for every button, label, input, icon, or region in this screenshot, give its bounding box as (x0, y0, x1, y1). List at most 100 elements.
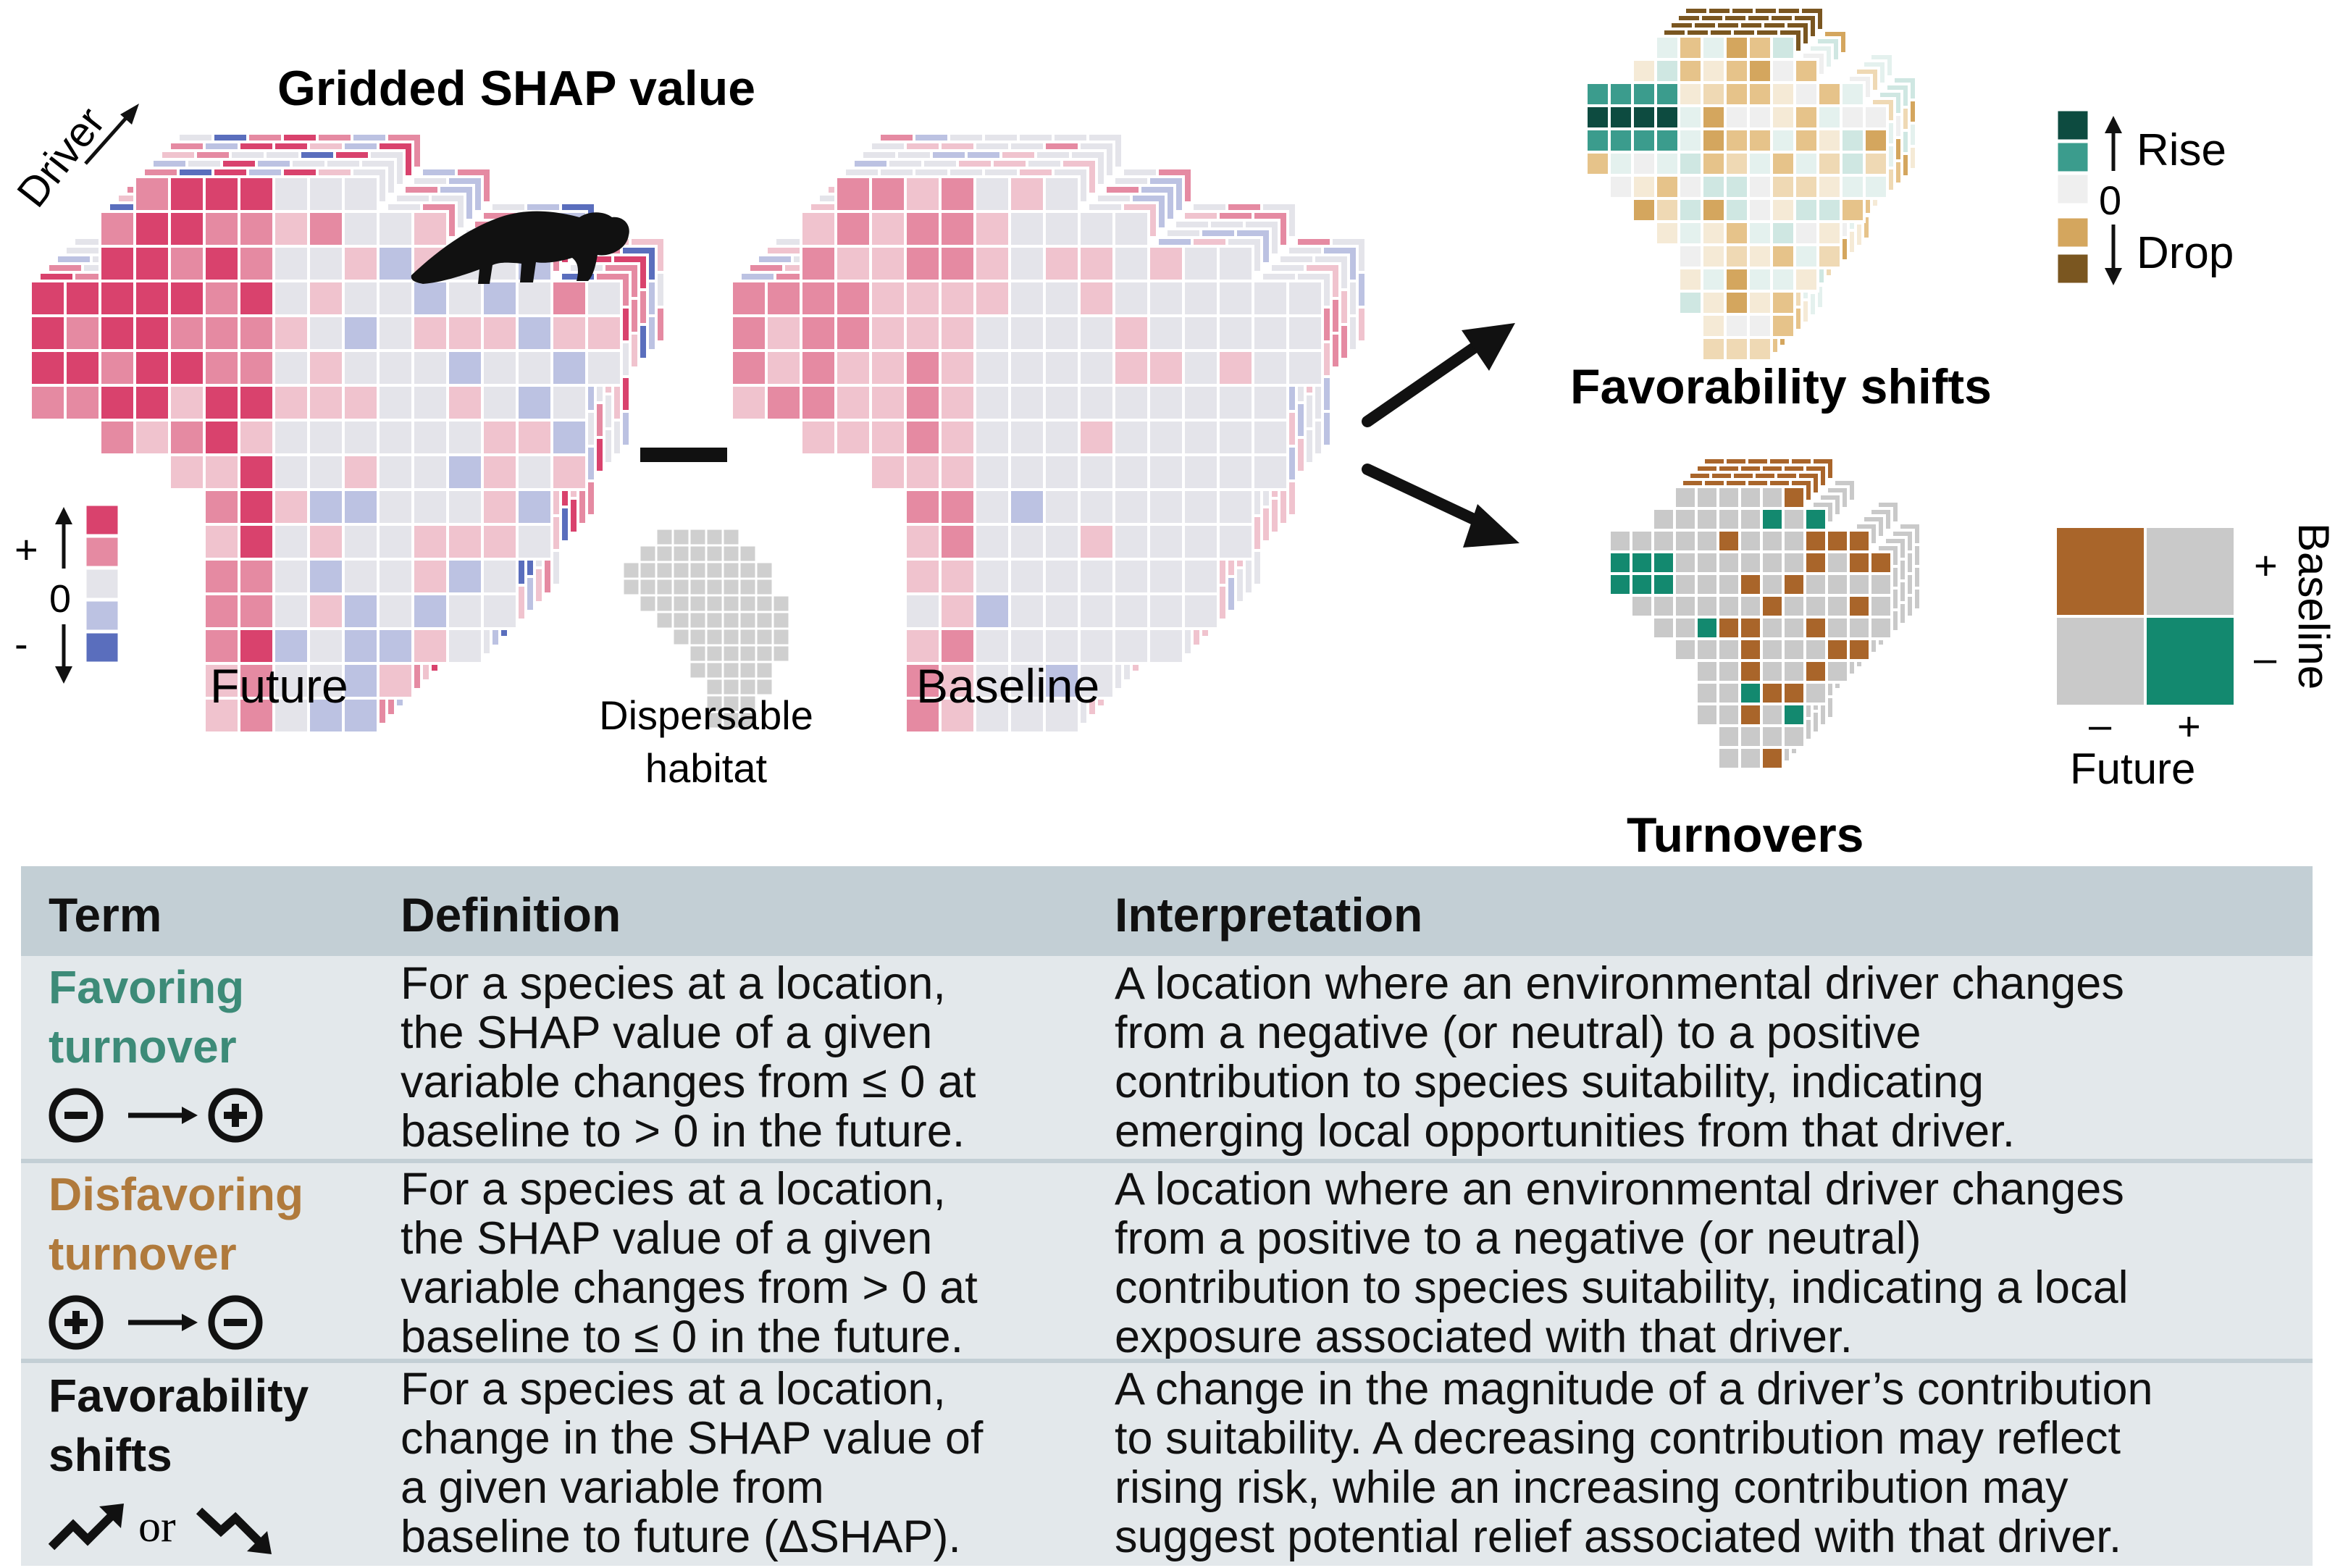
habitat-cell (771, 594, 791, 613)
turnover-cell (1782, 616, 1806, 640)
shap-cell (168, 419, 206, 456)
shap-cell (1112, 558, 1150, 595)
habitat-cell (705, 661, 724, 680)
shap-cell (307, 280, 345, 317)
shap-cell (377, 558, 414, 595)
habitat-cell (688, 594, 708, 613)
shift-cell (1631, 197, 1657, 223)
shap-cell (203, 419, 240, 456)
shap-cell (939, 210, 976, 248)
shap-cell (29, 314, 67, 352)
habitat-cell (688, 661, 708, 680)
turnover-cell (1803, 572, 1828, 597)
habitat-cell (738, 661, 758, 680)
turnover-cell (1673, 507, 1698, 532)
habitat-cell (705, 594, 724, 613)
shift-cell (1677, 58, 1703, 84)
shap-cell (1008, 627, 1046, 665)
shap-cell (1252, 384, 1289, 422)
shift-cell (1816, 174, 1843, 200)
anteater-silhouette-icon (411, 211, 629, 284)
habitat-cell (721, 527, 741, 547)
habitat-cell (688, 527, 708, 547)
shap-cell (98, 245, 136, 282)
turnover-cell (1825, 594, 1850, 619)
shap-cell (377, 453, 414, 491)
shap-cell (1043, 697, 1081, 734)
shap-cell (238, 210, 275, 248)
shap-cell (1112, 210, 1150, 248)
shap-cell (800, 210, 837, 248)
shap-cell (307, 175, 345, 213)
turnover-cell (1673, 572, 1698, 597)
shap-cell (516, 314, 553, 352)
shift-cell (1631, 174, 1657, 200)
habitat-cell (671, 594, 691, 613)
shift-cell (1793, 151, 1819, 177)
shap-cell (730, 349, 768, 387)
shift-cell (1677, 290, 1703, 316)
shap-cell (1217, 488, 1254, 526)
turnover-cell (1760, 681, 1785, 705)
turnover-cell (1673, 529, 1698, 553)
turnover-cell (1869, 550, 1893, 575)
header-term: Term (49, 888, 162, 942)
shap-cell (939, 175, 976, 213)
shap-cell (904, 523, 942, 561)
diagram-canvas: Gridded SHAP value Driver Future Baselin… (8, 6, 2335, 863)
shap-cell (904, 210, 942, 248)
driver-arrowhead (120, 104, 139, 125)
turnover-cell (1760, 616, 1785, 640)
shift-trend-symbols: or (49, 1502, 272, 1554)
shap-cell (168, 349, 206, 387)
shap-cell (869, 175, 907, 213)
shap-cell (1078, 349, 1115, 387)
turnover-cell (1651, 550, 1676, 575)
shift-cell (1770, 267, 1796, 293)
shap-cell (272, 627, 310, 665)
turnover-cell (1825, 616, 1850, 640)
row-divider (21, 1159, 2313, 1163)
shap-cell (98, 384, 136, 422)
turnover-cell (1738, 681, 1763, 705)
habitat-cell (721, 611, 741, 630)
turnover-cell (1673, 594, 1698, 619)
shift-cell (1701, 174, 1727, 200)
shap-cell (834, 419, 872, 456)
shift-cell (1608, 81, 1634, 107)
shap-cell (939, 523, 976, 561)
shap-cell (272, 453, 310, 491)
habitat-cell (738, 577, 758, 597)
turnover-cell (1760, 703, 1785, 727)
turnover-cell (1738, 616, 1763, 640)
shap-cell (342, 558, 380, 595)
shap-cell (238, 592, 275, 630)
shap-cell (1008, 349, 1046, 387)
turnover-cell (1738, 529, 1763, 553)
habitat-cell (755, 644, 774, 663)
shift-cell (1701, 267, 1727, 293)
shap-cell (446, 558, 484, 595)
shap-cell (307, 558, 345, 595)
shift-cell (1747, 197, 1773, 223)
shap-cell (1147, 384, 1185, 422)
shap-cell (1182, 349, 1220, 387)
shift-cell (1793, 243, 1819, 269)
shap-cell (1182, 280, 1220, 317)
shap-cell (1147, 558, 1185, 595)
shap-cell (481, 453, 519, 491)
shap-cell (238, 558, 275, 595)
shift-cell (1770, 220, 1796, 246)
table-row-favorability-shifts: Favorability shifts or For a species at … (21, 1363, 2313, 1566)
shift-cell (1631, 127, 1657, 154)
shift-cell (1701, 290, 1727, 316)
shap-cell (550, 453, 588, 491)
shap-cell (1147, 592, 1185, 630)
shap-cell (1043, 523, 1081, 561)
shift-cell (1677, 104, 1703, 130)
shap-cell (1286, 349, 1324, 387)
shap-cell (481, 314, 519, 352)
shift-cell (1677, 243, 1703, 269)
shap-cell (168, 280, 206, 317)
shift-cell (1724, 174, 1750, 200)
